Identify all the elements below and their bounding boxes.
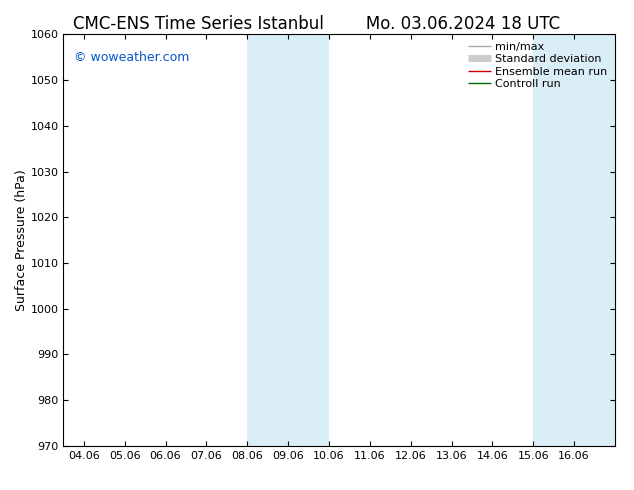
Text: © woweather.com: © woweather.com <box>74 51 190 64</box>
Text: CMC-ENS Time Series Istanbul        Mo. 03.06.2024 18 UTC: CMC-ENS Time Series Istanbul Mo. 03.06.2… <box>74 15 560 33</box>
Bar <box>288 34 329 446</box>
Bar <box>247 34 288 446</box>
Y-axis label: Surface Pressure (hPa): Surface Pressure (hPa) <box>15 169 28 311</box>
Legend: min/max, Standard deviation, Ensemble mean run, Controll run: min/max, Standard deviation, Ensemble me… <box>466 40 609 91</box>
Bar <box>533 34 615 446</box>
